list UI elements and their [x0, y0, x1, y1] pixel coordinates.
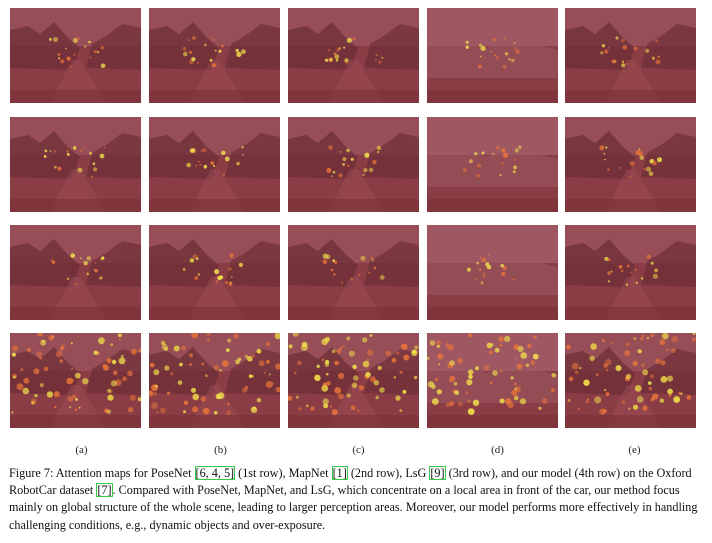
figure-caption: Figure 7: Attention maps for PoseNet [6,…	[9, 465, 707, 534]
attention-map-lsg-a	[10, 225, 141, 320]
citation-posenet[interactable]: [6, 4, 5]	[194, 466, 236, 480]
attention-map-mapnet-a	[10, 117, 141, 212]
attention-map-posenet-e	[565, 8, 696, 103]
attention-map-mapnet-d	[427, 117, 558, 212]
caption-text-3: (2nd row), LsG	[347, 466, 430, 480]
citation-lsg[interactable]: [9]	[429, 466, 446, 480]
attention-map-posenet-c	[288, 8, 419, 103]
attention-map-our-model-a	[10, 333, 141, 428]
caption-text-4: (3rd row), and our model (4th row) on th…	[9, 466, 692, 498]
caption-text-1: Figure 7: Attention maps for PoseNet	[9, 466, 195, 480]
attention-map-posenet-b	[149, 8, 280, 103]
attention-map-mapnet-e	[565, 117, 696, 212]
caption-text-5: . Compared with PoseNet, MapNet, and LsG…	[9, 483, 698, 532]
column-label-a: (a)	[75, 444, 88, 456]
attention-map-mapnet-c	[288, 117, 419, 212]
column-label-e: (e)	[628, 444, 641, 456]
attention-map-posenet-a	[10, 8, 141, 103]
citation-mapnet[interactable]: [1]	[331, 466, 348, 480]
attention-map-lsg-d	[427, 225, 558, 320]
attention-map-our-model-e	[565, 333, 696, 428]
column-label-d: (d)	[491, 444, 504, 456]
attention-map-lsg-c	[288, 225, 419, 320]
attention-map-our-model-b	[149, 333, 280, 428]
attention-map-lsg-e	[565, 225, 696, 320]
attention-map-our-model-d	[427, 333, 558, 428]
attention-map-lsg-b	[149, 225, 280, 320]
attention-map-our-model-c	[288, 333, 419, 428]
attention-map-mapnet-b	[149, 117, 280, 212]
attention-map-posenet-d	[427, 8, 558, 103]
citation-robotcar[interactable]: [7]	[96, 483, 113, 498]
column-label-b: (b)	[214, 444, 227, 456]
caption-text-2: (1st row), MapNet	[235, 466, 332, 480]
column-label-c: (c)	[352, 444, 365, 456]
